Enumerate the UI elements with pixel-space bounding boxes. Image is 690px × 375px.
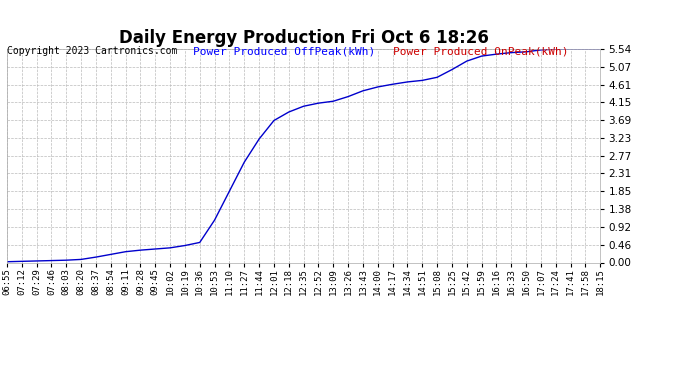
Title: Daily Energy Production Fri Oct 6 18:26: Daily Energy Production Fri Oct 6 18:26 [119, 29, 489, 47]
Text: Copyright 2023 Cartronics.com: Copyright 2023 Cartronics.com [7, 46, 177, 56]
Text: Power Produced OffPeak(kWh): Power Produced OffPeak(kWh) [193, 46, 375, 56]
Text: Power Produced OnPeak(kWh): Power Produced OnPeak(kWh) [393, 46, 569, 56]
